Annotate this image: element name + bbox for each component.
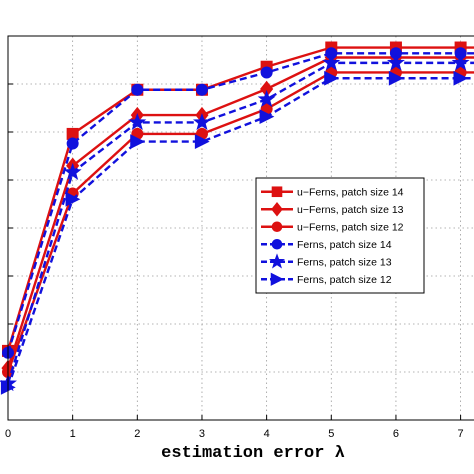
marker-star [322,53,341,71]
legend-label: u−Ferns, patch size 13 [297,204,404,216]
legend-label: Ferns, patch size 12 [297,274,392,286]
marker-diamond [271,201,283,217]
marker-triangle-right [453,70,469,86]
legend-label: Ferns, patch size 14 [297,239,392,251]
legend-item: Ferns, patch size 13 [261,253,392,269]
legend-item: u−Ferns, patch size 12 [261,221,404,234]
marker-triangle-right [324,70,340,86]
legend-item: u−Ferns, patch size 14 [261,186,404,199]
legend-box [255,177,425,294]
marker-square [271,186,283,198]
x-axis-label: estimation error λ [161,444,345,463]
x-tick-label: 1 [70,428,76,440]
x-tick-label: 6 [393,428,399,440]
marker-triangle-right [65,191,81,207]
marker-circle [260,66,273,79]
marker-triangle-right [194,134,210,150]
legend-label: u−Ferns, patch size 12 [297,222,404,234]
marker-triangle-right [130,134,146,150]
x-tick-label: 7 [458,428,464,440]
marker-star [128,112,147,131]
marker-star [386,53,405,71]
legend-item: u−Ferns, patch size 13 [261,201,404,217]
series-circle-ferns [2,47,474,359]
legend-item: Ferns, patch size 12 [261,272,392,286]
marker-triangle-right [388,70,404,86]
x-tick-label: 2 [134,428,140,440]
x-axis-ticks: 0 1 2 3 4 5 6 7 [5,415,464,440]
marker-circle [66,137,79,150]
marker-circle [271,221,283,233]
x-tick-label: 0 [5,428,11,440]
series-star-ferns [0,53,474,392]
plot-frame [7,35,474,421]
marker-circle [195,83,208,96]
marker-star [451,53,470,71]
legend: u−Ferns, patch size 14 u−Ferns, patch siz… [255,177,425,294]
marker-star [63,162,82,180]
legend-item: Ferns, patch size 14 [261,238,392,251]
x-tick-label: 5 [328,428,334,440]
x-tick-label: 3 [199,428,205,440]
marker-star [257,89,276,107]
marker-circle [131,83,144,96]
marker-star [193,112,211,131]
marker-triangle-right [270,272,284,286]
marker-circle [271,238,283,250]
legend-label: u−Ferns, patch size 14 [297,187,404,199]
marker-star [268,253,286,269]
grid [7,36,474,420]
marker-triangle-right [259,109,275,125]
legend-label: Ferns, patch size 13 [297,257,392,269]
x-tick-label: 4 [264,428,270,440]
